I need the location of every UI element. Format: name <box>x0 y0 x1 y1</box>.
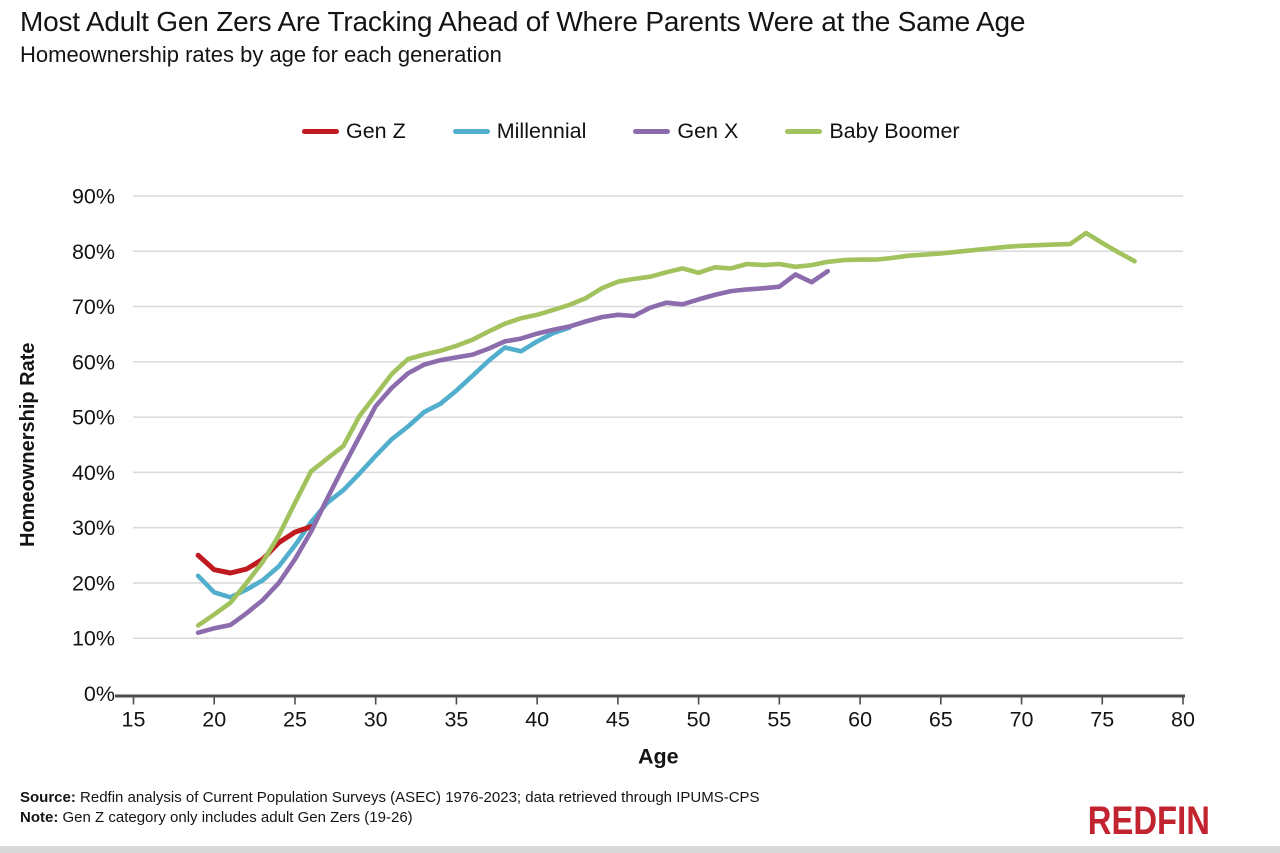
chart-title: Most Adult Gen Zers Are Tracking Ahead o… <box>20 6 1026 37</box>
legend-swatch-icon <box>302 128 339 135</box>
x-tick-label-55: 55 <box>767 708 791 732</box>
x-tick-label-75: 75 <box>1090 708 1114 732</box>
x-tick-label-15: 15 <box>122 708 146 732</box>
x-tick-label-45: 45 <box>606 708 630 732</box>
x-tick-label-60: 60 <box>848 708 872 732</box>
x-tick-label-25: 25 <box>283 708 307 732</box>
x-tick-label-80: 80 <box>1171 708 1195 732</box>
legend: Gen Z Millennial Gen X Baby Boomer <box>302 119 960 144</box>
note-line: Note: Gen Z category only includes adult… <box>20 809 413 826</box>
y-tick-label-0: 0% <box>84 682 115 706</box>
x-tick-label-35: 35 <box>444 708 468 732</box>
source-line: Source: Redfin analysis of Current Popul… <box>20 789 760 806</box>
chart-subtitle: Homeownership rates by age for each gene… <box>20 42 502 67</box>
x-tick-label-30: 30 <box>364 708 388 732</box>
y-tick-label-40: 40% <box>72 461 115 485</box>
legend-item-gen-z: Gen Z <box>302 119 406 144</box>
legend-item-baby-boomer: Baby Boomer <box>785 119 960 144</box>
legend-swatch-icon <box>452 128 490 135</box>
source-label: Source: <box>20 789 76 806</box>
y-tick-label-20: 20% <box>72 571 115 595</box>
legend-label: Gen Z <box>346 119 406 143</box>
y-tick-label-30: 30% <box>72 516 115 540</box>
series-line-baby-boomer <box>195 230 1137 628</box>
legend-item-millennial: Millennial <box>452 119 587 144</box>
series-line-millennial <box>195 325 572 600</box>
note-text: Gen Z category only includes adult Gen Z… <box>58 809 413 826</box>
x-tick-label-65: 65 <box>929 708 953 732</box>
legend-swatch-icon <box>633 128 671 135</box>
y-tick-label-60: 60% <box>72 350 115 374</box>
legend-label: Millennial <box>496 119 587 143</box>
legend-swatch-icon <box>785 128 823 135</box>
x-tick-label-40: 40 <box>525 708 549 732</box>
series-line-gen-z <box>195 524 314 576</box>
series-line-gen-x <box>195 268 831 636</box>
x-tick-label-50: 50 <box>687 708 711 732</box>
y-tick-label-50: 50% <box>72 406 115 430</box>
y-tick-label-10: 10% <box>72 627 115 651</box>
bottom-edge-strip <box>0 846 1280 853</box>
y-tick-label-80: 80% <box>72 240 115 264</box>
x-axis-title: Age <box>638 745 679 769</box>
y-tick-label-90: 90% <box>72 185 115 209</box>
legend-label: Gen X <box>677 119 739 143</box>
note-label: Note: <box>20 809 59 826</box>
legend-label: Baby Boomer <box>829 119 960 143</box>
y-tick-label-70: 70% <box>72 295 115 319</box>
x-tick-label-20: 20 <box>202 708 226 732</box>
source-text: Redfin analysis of Current Population Su… <box>75 789 760 806</box>
y-axis-title: Homeownership Rate <box>17 343 39 547</box>
legend-item-gen-x: Gen X <box>633 119 738 144</box>
redfin-logo: REDFIN <box>1087 799 1210 843</box>
x-tick-label-70: 70 <box>1010 708 1034 732</box>
